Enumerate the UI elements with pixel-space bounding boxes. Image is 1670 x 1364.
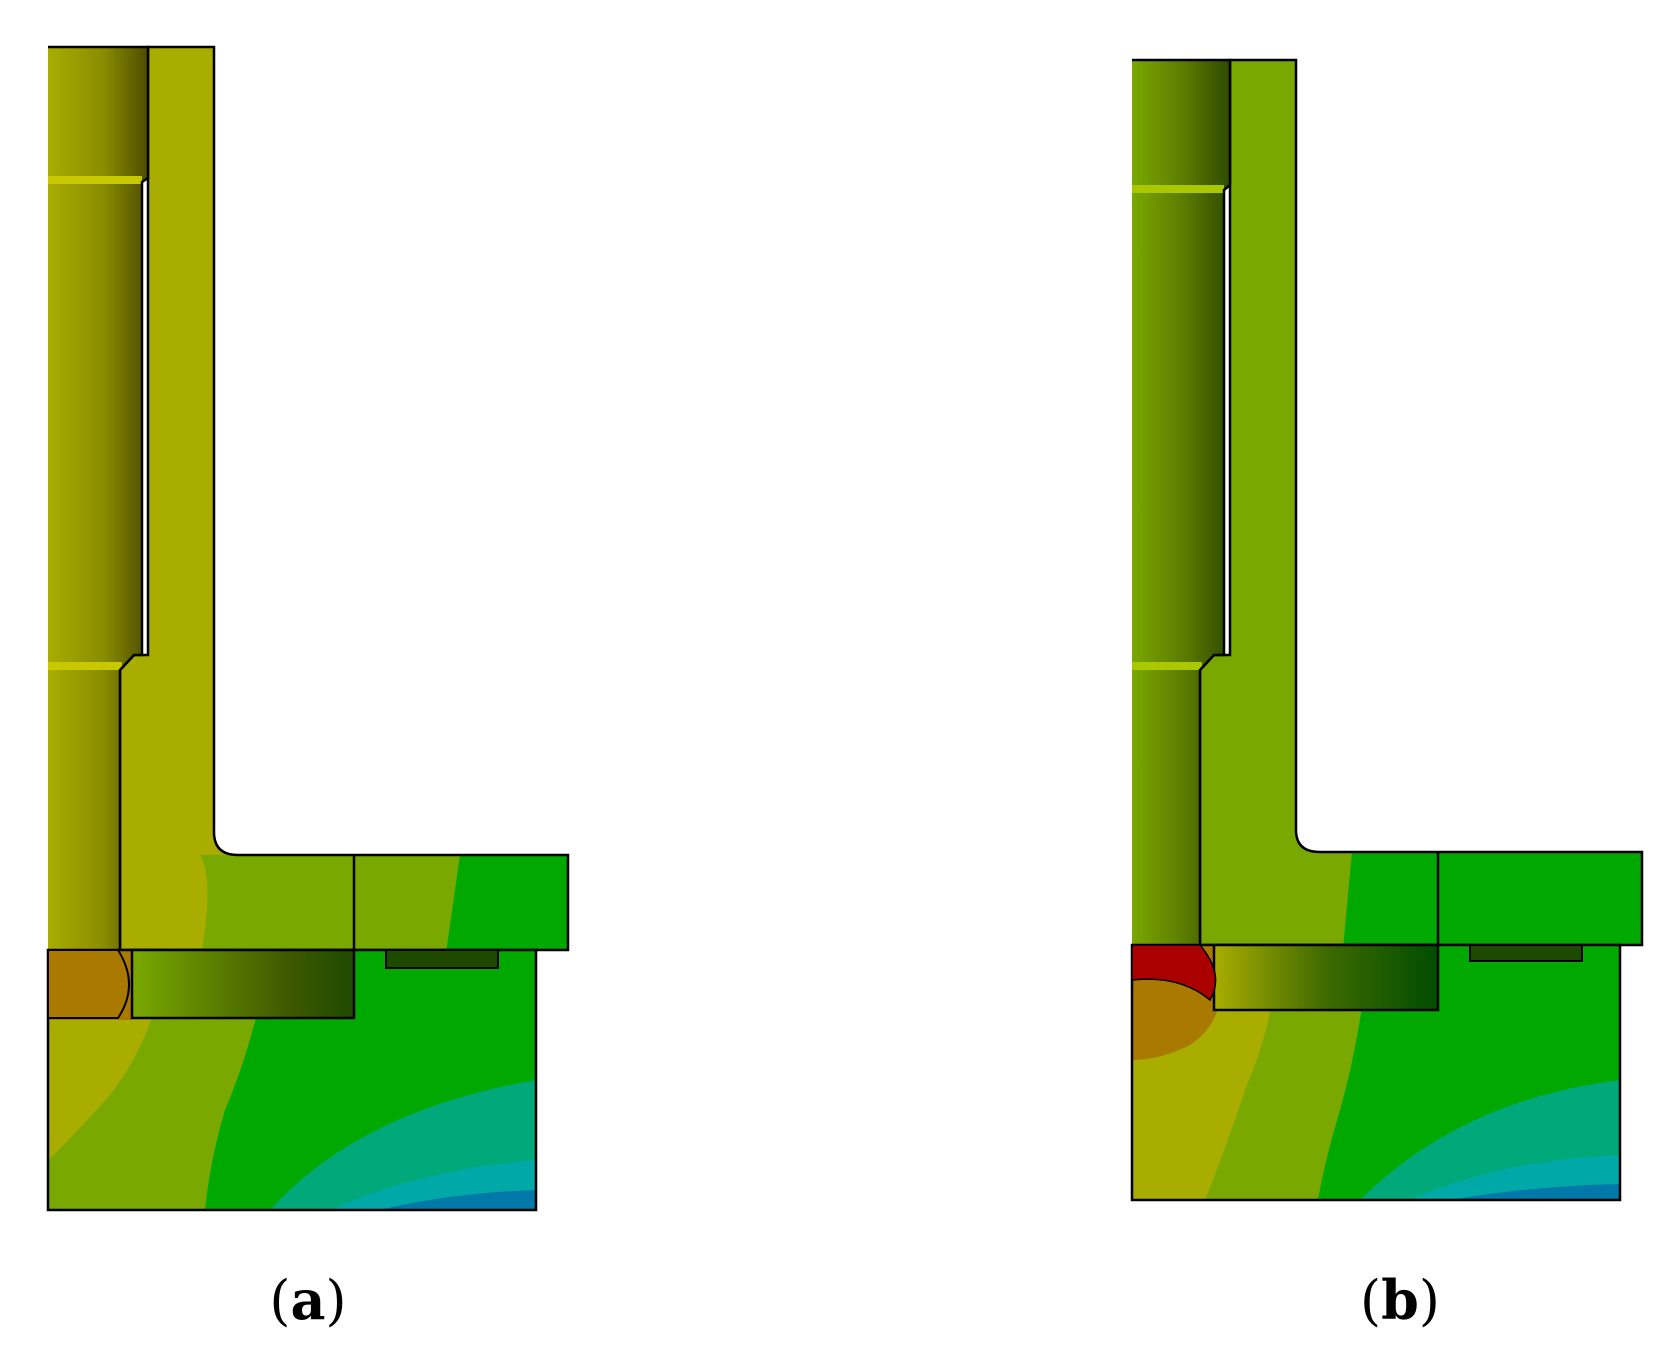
caption-a-letter: a [290,1268,326,1332]
caption-a: (a) [269,1268,347,1332]
caption-b-letter: b [1381,1268,1419,1332]
caption-b: (b) [1360,1268,1440,1332]
panel-a-contour-plot [46,45,570,1212]
panel-b-contour-plot [1130,58,1644,1202]
